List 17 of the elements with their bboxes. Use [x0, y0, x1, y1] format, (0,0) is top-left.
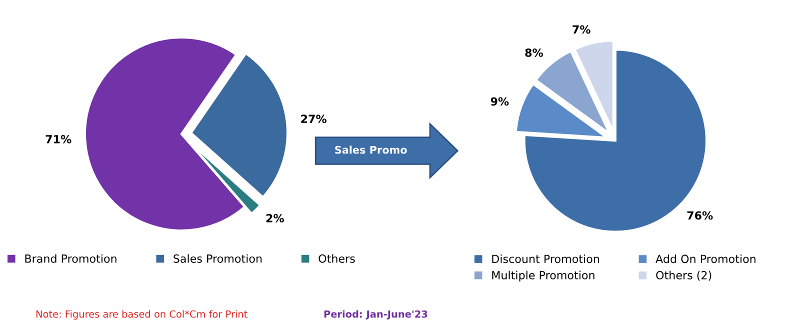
data-label: 7%	[572, 25, 590, 34]
legend-label: Discount Promotion	[492, 254, 600, 264]
text: Period: Jan-June'23	[324, 310, 428, 320]
data-label: 76%	[687, 211, 713, 220]
text: Note: Figures are based on Col*Cm for Print	[36, 310, 248, 320]
data-label: 9%	[490, 97, 509, 106]
data-label: 71%	[46, 134, 72, 144]
data-label: 2%	[266, 214, 284, 222]
data-label: 8%	[525, 48, 544, 57]
legend-label: Add On Promotion	[656, 254, 756, 264]
legend-label: Others (2)	[656, 270, 712, 281]
data-label: 27%	[301, 114, 327, 124]
legend-label: Multiple Promotion	[492, 270, 594, 282]
legend-label: Sales Promotion	[174, 254, 262, 263]
text: Sales Promo	[335, 146, 407, 154]
legend-label: Others	[318, 254, 355, 263]
legend-label: Brand Promotion	[25, 254, 116, 263]
